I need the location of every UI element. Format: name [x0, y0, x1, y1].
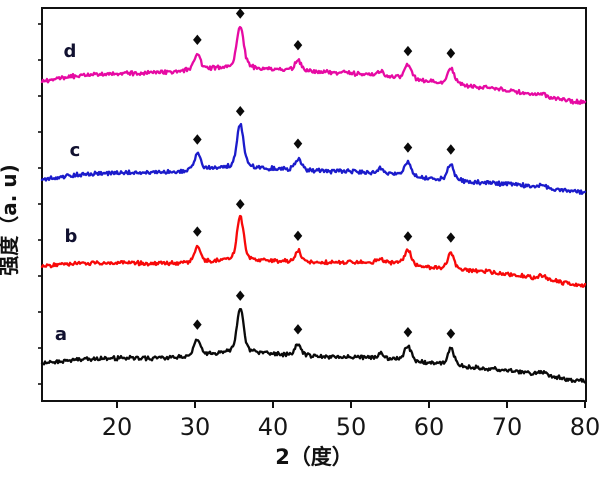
- peak-marker-diamond-icon: [293, 138, 303, 149]
- peak-marker-diamond-icon: [193, 34, 202, 46]
- peak-marker-diamond-icon: [446, 144, 456, 155]
- peak-marker-diamond-icon: [235, 8, 245, 19]
- peak-marker-diamond-icon: [193, 134, 202, 145]
- peak-marker-diamond-icon: [403, 326, 413, 338]
- peak-marker-diamond-icon: [235, 290, 245, 301]
- x-tick-label: 40: [258, 413, 289, 441]
- peak-marker-diamond-icon: [193, 319, 202, 330]
- curve-label-c: c: [70, 140, 81, 161]
- peak-marker-diamond-icon: [293, 324, 303, 335]
- xrd-curve-c: [40, 122, 587, 195]
- peak-marker-diamond-icon: [193, 226, 202, 237]
- peak-marker-diamond-icon: [403, 45, 413, 57]
- peak-marker-diamond-icon: [235, 106, 245, 117]
- curve-label-a: a: [55, 324, 67, 345]
- x-tick-label: 70: [492, 413, 523, 441]
- peak-marker-diamond-icon: [293, 39, 303, 51]
- xrd-curve-a: [40, 307, 587, 384]
- x-axis-title: 2（度）: [275, 445, 353, 469]
- x-tick-label: 30: [180, 413, 211, 441]
- x-tick-label: 20: [102, 413, 133, 441]
- peak-marker-diamond-icon: [446, 328, 456, 339]
- curve-label-b: b: [65, 226, 78, 247]
- curve-label-d: d: [64, 41, 77, 62]
- peak-marker-diamond-icon: [403, 142, 413, 153]
- peak-marker-diamond-icon: [446, 48, 456, 59]
- xrd-curve-b: [40, 214, 587, 288]
- peak-marker-diamond-icon: [235, 199, 245, 210]
- y-axis-title: 强度（a. u): [0, 164, 21, 275]
- x-tick-label: 50: [336, 413, 367, 441]
- plot-frame: [41, 7, 587, 402]
- chart-generated-content: 20 30 40 50 60 70 80 a b c d: [38, 7, 600, 441]
- peak-marker-diamond-icon: [293, 230, 303, 242]
- peak-marker-diamond-icon: [446, 232, 456, 243]
- x-tick-label: 60: [414, 413, 445, 441]
- peak-marker-diamond-icon: [403, 231, 413, 242]
- x-tick-label: 80: [570, 413, 600, 441]
- xrd-curve-d: [40, 25, 587, 105]
